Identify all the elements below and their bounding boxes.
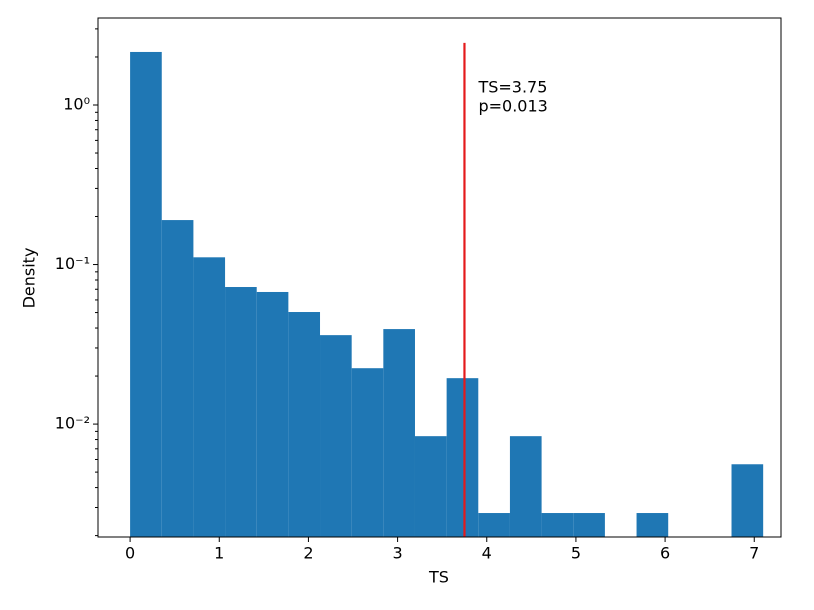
x-tick-label: 1	[214, 544, 224, 563]
x-tick-label: 5	[571, 544, 581, 563]
y-tick-label: 10⁰	[63, 94, 90, 113]
annotation: TS=3.75	[477, 78, 547, 97]
bar	[193, 257, 226, 537]
bar	[320, 335, 352, 537]
bar	[256, 291, 289, 537]
y-axis-label: Density	[20, 248, 39, 309]
plot-frame	[97, 17, 782, 538]
bar	[130, 51, 162, 537]
x-tick-label: 6	[660, 544, 670, 563]
bar	[541, 513, 574, 537]
x-tick-label: 0	[125, 544, 135, 563]
y-tick-label: 10⁻²	[55, 414, 90, 433]
bar	[636, 513, 669, 537]
x-axis-label: TS	[428, 568, 449, 587]
x-tick-label: 7	[749, 544, 759, 563]
bar	[509, 436, 542, 537]
y-tick-label: 10⁻¹	[55, 254, 90, 273]
x-tick-label: 3	[392, 544, 402, 563]
bar	[225, 287, 257, 537]
bar	[478, 513, 510, 537]
bar	[414, 436, 447, 537]
bar	[446, 378, 479, 537]
bar	[573, 513, 605, 537]
bar	[161, 220, 194, 537]
annotation: p=0.013	[478, 97, 547, 116]
bar	[351, 368, 384, 537]
x-tick-label: 4	[482, 544, 492, 563]
bar	[731, 464, 764, 537]
bar	[288, 312, 321, 537]
bar	[383, 329, 415, 537]
x-tick-label: 2	[303, 544, 313, 563]
